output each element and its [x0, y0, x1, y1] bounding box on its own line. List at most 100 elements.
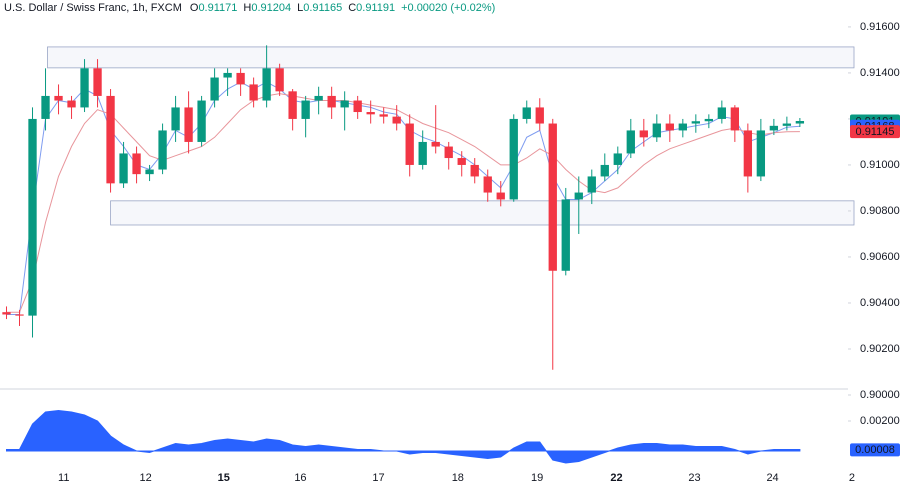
moving-average — [6, 93, 800, 313]
x-tick-label: 23 — [688, 472, 700, 484]
change: +0.00020 (+0.02%) — [401, 2, 495, 14]
candle-body — [405, 123, 414, 165]
candle-body — [275, 68, 284, 92]
candle-body — [743, 130, 753, 177]
zone — [47, 46, 855, 69]
x-tick-label: 18 — [452, 472, 464, 484]
candle-body — [184, 107, 193, 142]
indicator-tag — [850, 443, 900, 457]
ohlc-value: 0.91165 — [303, 2, 342, 14]
candle-body — [704, 118, 713, 122]
ohlc-label: H — [243, 2, 251, 14]
candle-body — [132, 153, 141, 175]
candle-body — [496, 192, 505, 200]
candle-body — [548, 123, 557, 271]
candle-body — [288, 91, 297, 119]
candle-body — [574, 192, 583, 200]
candle-body — [730, 107, 740, 131]
candle-body — [28, 118, 37, 316]
ohlc-label: O — [190, 2, 199, 14]
candle-body — [67, 100, 76, 108]
candle-body — [470, 164, 479, 177]
ohlc-value: 0.91171 — [198, 2, 237, 14]
x-tick-label: 11 — [58, 472, 69, 484]
candle-body — [80, 68, 89, 108]
x-tick-label: 12 — [140, 472, 152, 484]
candle-body — [418, 141, 427, 165]
candle-body — [340, 100, 349, 108]
candle-body — [444, 146, 453, 159]
candle-body — [314, 95, 323, 101]
y-tick-label: 0.90200 — [860, 343, 900, 355]
candle-body — [93, 68, 102, 96]
candle-body — [431, 141, 440, 147]
y-tick-label: 0.91400 — [860, 67, 900, 79]
candle-body — [236, 72, 245, 85]
candle-body — [600, 164, 609, 177]
candle-body — [639, 130, 648, 138]
candle-body — [392, 116, 401, 124]
y-tick-label: 0.90600 — [860, 251, 900, 263]
candle-body — [717, 107, 727, 119]
x-tick-label: 19 — [531, 472, 543, 484]
price-tag — [850, 125, 900, 139]
y-tick-label: 0.90400 — [860, 297, 900, 309]
candle-body — [353, 100, 362, 113]
y-tick-label: 0.90000 — [860, 389, 900, 401]
chart-header: U.S. Dollar / Swiss Franc, 1h, FXCM O0.91… — [4, 2, 495, 14]
candle-body — [678, 123, 687, 131]
symbol: U.S. Dollar / Swiss Franc, 1h, FXCM — [4, 2, 182, 14]
candle-body — [106, 95, 115, 184]
x-tick-label: 15 — [218, 472, 230, 484]
x-tick-label: 24 — [766, 472, 778, 484]
candle-body — [457, 158, 466, 165]
candle-body — [483, 176, 492, 193]
candle-body — [587, 176, 596, 193]
candle-body — [613, 153, 622, 165]
candle-body — [626, 130, 635, 154]
indicator-tick-label: 0.00200 — [860, 415, 900, 427]
candle-body — [2, 312, 11, 315]
candle-body — [262, 68, 271, 101]
indicator-tag-label: 0.00008 — [855, 444, 895, 456]
candle-body — [171, 107, 180, 131]
candle-body — [795, 121, 805, 124]
y-tick-label: 0.91000 — [860, 159, 900, 171]
ohlc-label: L — [297, 2, 303, 14]
candle-body — [561, 199, 570, 271]
candle-body — [15, 314, 24, 316]
candle-body — [652, 123, 661, 138]
zone — [110, 200, 855, 226]
candle-body — [782, 123, 792, 126]
y-tick-label: 0.91600 — [860, 21, 900, 33]
candle-body — [509, 118, 518, 200]
candle-body — [691, 121, 700, 124]
candle-body — [54, 95, 63, 101]
ohlc-value: 0.91204 — [251, 2, 291, 14]
x-tick-label: 16 — [294, 472, 306, 484]
candle-body — [41, 95, 50, 119]
candle-body — [145, 169, 154, 175]
price-tag-label: 0.91145 — [856, 126, 895, 138]
candle-body — [535, 107, 544, 124]
candle-body — [119, 153, 128, 184]
candle-body — [197, 100, 206, 142]
candle-body — [327, 95, 336, 108]
candle-body — [756, 130, 766, 177]
candle-body — [665, 123, 674, 131]
x-tick-label: 17 — [372, 472, 384, 484]
candle-body — [522, 107, 531, 119]
candle-body — [158, 130, 167, 170]
ohlc-value: 0.91191 — [356, 2, 395, 14]
candle-body — [366, 112, 375, 115]
candle-body — [769, 125, 779, 131]
x-tick-label: 2 — [849, 472, 855, 484]
candle-body — [249, 84, 258, 101]
x-tick-label: 22 — [610, 472, 622, 484]
candle-body — [379, 114, 388, 117]
ohlc-label: C — [348, 2, 356, 14]
candle-body — [210, 77, 219, 101]
indicator-area — [6, 409, 801, 464]
